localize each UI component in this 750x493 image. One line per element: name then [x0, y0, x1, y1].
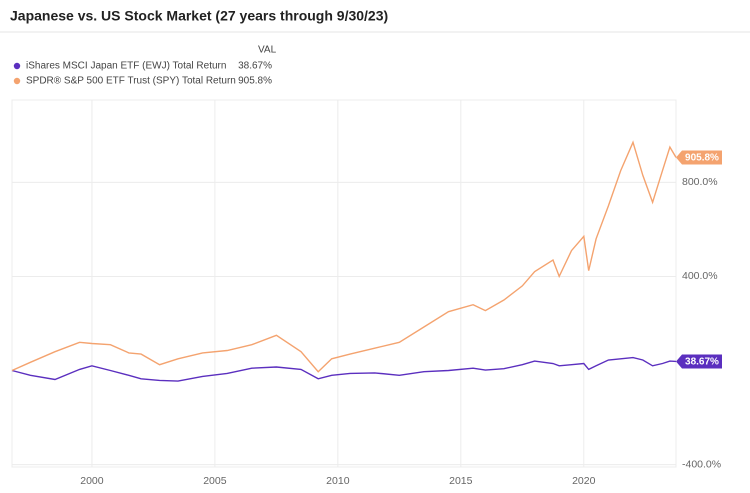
x-tick-label: 2010 — [326, 475, 350, 487]
x-tick-label: 2020 — [572, 475, 596, 487]
end-label-box — [676, 150, 722, 165]
series-line — [11, 140, 677, 373]
legend-value: 905.8% — [238, 76, 272, 87]
x-tick-label: 2000 — [80, 475, 104, 487]
chart-title: Japanese vs. US Stock Market (27 years t… — [10, 8, 388, 24]
legend-value: 38.67% — [238, 61, 272, 72]
x-tick-label: 2015 — [449, 475, 473, 487]
legend-swatch — [13, 77, 21, 85]
legend-label: iShares MSCI Japan ETF (EWJ) Total Retur… — [26, 61, 226, 72]
end-label: 905.8% — [685, 153, 719, 164]
end-label-box — [676, 354, 722, 369]
legend-swatch — [13, 62, 21, 70]
y-tick-label: -400.0% — [682, 458, 721, 470]
x-tick-label: 2005 — [203, 475, 227, 487]
plot-frame — [11, 99, 677, 468]
legend-label: SPDR® S&P 500 ETF Trust (SPY) Total Retu… — [26, 76, 236, 87]
end-label: 38.67% — [685, 357, 719, 368]
legend-header: VAL — [258, 45, 277, 56]
y-tick-label: 800.0% — [682, 176, 718, 188]
y-tick-label: 400.0% — [682, 270, 718, 282]
series-line — [11, 356, 677, 382]
